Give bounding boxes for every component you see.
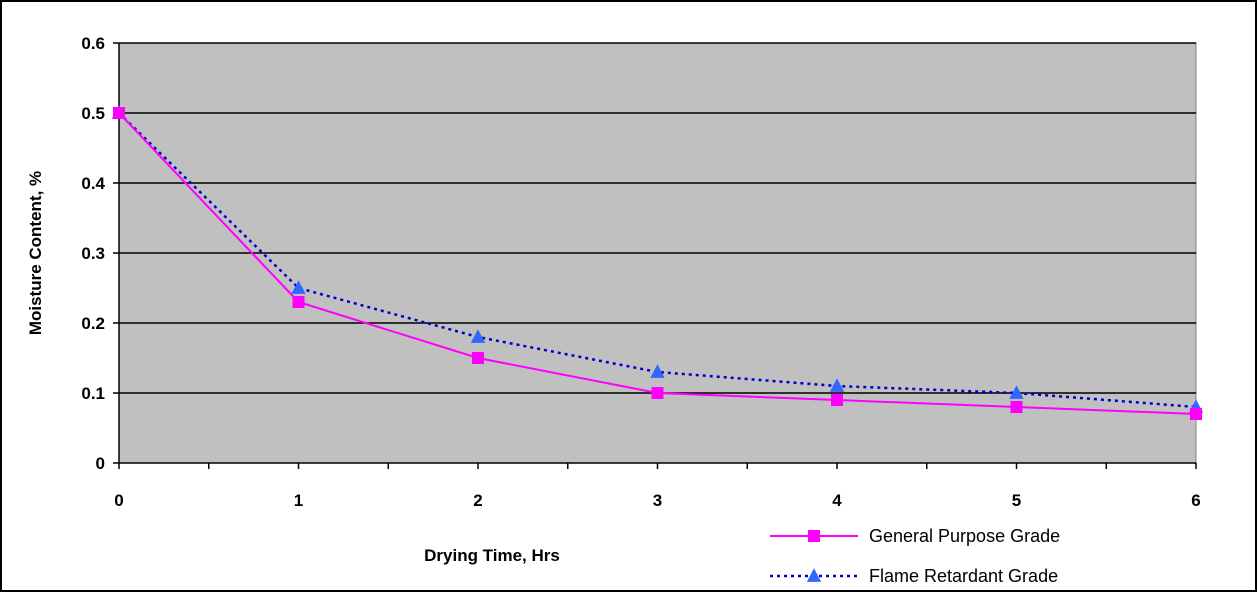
y-tick-label-6: 0.6: [81, 34, 105, 53]
x-tick-label-0: 0: [114, 491, 123, 510]
series-0-point-0: [113, 107, 125, 119]
legend-swatch-marker-0: [808, 530, 820, 542]
legend-label-0: General Purpose Grade: [869, 526, 1060, 546]
series-1-point-4: [829, 378, 845, 392]
y-tick-label-4: 0.4: [81, 174, 105, 193]
x-tick-label-6: 6: [1191, 491, 1200, 510]
y-axis-title: Moisture Content, %: [26, 171, 45, 335]
x-tick-label-1: 1: [294, 491, 303, 510]
y-tick-label-0: 0: [96, 454, 105, 473]
series-0-point-6: [1190, 408, 1202, 420]
series-0-point-1: [292, 296, 305, 308]
x-axis-title: Drying Time, Hrs: [424, 546, 560, 565]
x-tick-label-4: 4: [832, 491, 842, 510]
legend: General Purpose Grade Flame Retardant Gra…: [770, 526, 1060, 586]
tick-labels: 0 0.1 0.2 0.3 0.4 0.5 0.6 0 1 2 3 4 5 6: [81, 34, 1200, 510]
series-0-point-4: [831, 394, 843, 406]
series-1-point-3: [650, 364, 665, 378]
series-lines: [111, 105, 1204, 420]
x-tick-label-5: 5: [1012, 491, 1021, 510]
y-tick-label-5: 0.5: [81, 104, 105, 123]
series-0: [113, 107, 1202, 420]
y-tick-label-3: 0.3: [81, 244, 105, 263]
x-tick-label-3: 3: [653, 491, 662, 510]
series-0-point-5: [1010, 401, 1023, 413]
legend-label-1: Flame Retardant Grade: [869, 566, 1058, 586]
y-tick-label-1: 0.1: [81, 384, 105, 403]
series-0-point-3: [651, 387, 664, 399]
gridlines: [119, 42, 1196, 394]
series-1-point-1: [291, 280, 306, 294]
legend-swatch-marker-1: [806, 568, 822, 582]
series-1-point-5: [1009, 385, 1024, 399]
series-1-point-2: [470, 329, 486, 343]
x-tick-label-2: 2: [473, 491, 482, 510]
y-tick-label-2: 0.2: [81, 314, 105, 333]
series-0-point-2: [472, 352, 484, 364]
